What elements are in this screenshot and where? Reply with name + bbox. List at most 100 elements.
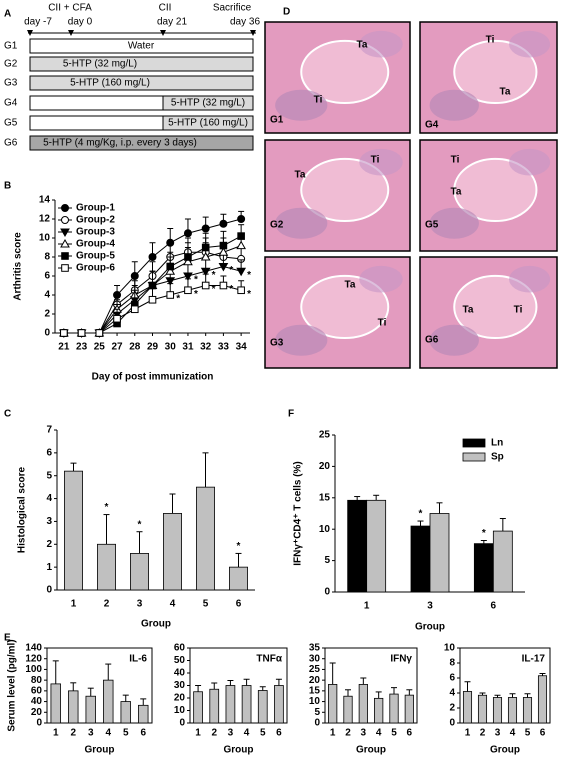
x-tick-label: 3 — [495, 728, 501, 739]
y-tick-label: 120 — [25, 653, 42, 664]
bar — [50, 683, 61, 724]
y-tick-label: 50 — [174, 655, 186, 666]
marker — [60, 238, 70, 248]
x-tick-label: 33 — [218, 342, 230, 353]
x-tick-label: 2 — [104, 599, 110, 610]
bar — [473, 543, 494, 593]
y-tick-label: 12 — [39, 214, 51, 225]
significance: * — [194, 275, 198, 286]
bar — [462, 691, 473, 724]
bar — [389, 693, 399, 724]
tissue — [359, 30, 403, 58]
y-tick-label: 10 — [39, 233, 51, 244]
tissue-label: Ta — [463, 305, 474, 316]
bar — [429, 513, 450, 593]
y-tick-label: 0 — [44, 328, 50, 339]
y-tick-label: 10 — [319, 524, 331, 535]
tissue-label: Ti — [371, 155, 380, 166]
y-tick-label: 4 — [44, 290, 50, 301]
y-tick-label: 15 — [309, 685, 321, 696]
x-axis-label: Group — [356, 745, 386, 756]
marker — [148, 295, 157, 304]
marker — [148, 281, 157, 290]
x-tick-label: 2 — [70, 728, 76, 739]
bar — [274, 685, 284, 724]
y-tick-label: 30 — [174, 680, 186, 691]
tissue — [359, 148, 403, 176]
x-tick-label: 1 — [195, 728, 201, 739]
bar — [343, 695, 353, 724]
x-tick-label: 6 — [236, 599, 242, 610]
bar — [477, 694, 488, 724]
x-tick-label: 1 — [53, 728, 59, 739]
marker — [237, 215, 246, 223]
x-tick-label: 4 — [170, 599, 176, 610]
y-tick-label: 3 — [46, 516, 52, 527]
x-axis-label: Group — [224, 745, 254, 756]
y-tick-label: 20 — [31, 707, 43, 718]
y-tick-label: 7 — [46, 425, 52, 436]
significance: * — [138, 519, 142, 530]
treatment-bar — [29, 135, 254, 151]
y-tick-label: 20 — [309, 675, 321, 686]
x-tick-label: 4 — [105, 728, 111, 739]
bar — [68, 690, 79, 724]
y-tick-label: 2 — [44, 309, 50, 320]
significance: * — [482, 528, 486, 539]
day-label: day 36 — [230, 17, 260, 28]
bar — [492, 530, 513, 593]
y-tick-label: 0 — [324, 587, 330, 598]
marker — [60, 329, 68, 337]
chart-title: IL-6 — [129, 654, 147, 665]
marker — [237, 286, 245, 295]
x-tick-label: 6 — [140, 728, 146, 739]
plot-frame — [459, 647, 551, 724]
treatment-label: 5-HTP (160 mg/L) — [70, 78, 150, 89]
bar — [374, 697, 384, 724]
bar — [103, 679, 114, 724]
x-tick-label: 25 — [94, 342, 106, 353]
legend-label: Group-5 — [76, 251, 115, 262]
legend-swatch — [462, 452, 486, 462]
treatment-bar — [162, 95, 254, 111]
tissue — [300, 39, 390, 105]
x-axis-label: Group — [415, 622, 445, 633]
x-tick-label: 3 — [427, 601, 433, 612]
x-tick-label: 29 — [147, 342, 159, 353]
y-tick-label: 25 — [309, 664, 321, 675]
marker — [219, 219, 228, 228]
day-label: day -7 — [24, 17, 52, 28]
x-tick-label: 2 — [211, 728, 217, 739]
marker — [183, 229, 192, 238]
marker — [200, 251, 211, 261]
marker — [201, 243, 210, 252]
panel-label: F — [288, 409, 294, 420]
image-group-label: G5 — [425, 220, 439, 231]
legend-label: Group-6 — [76, 263, 115, 274]
significance: * — [229, 284, 233, 295]
tissue — [359, 265, 403, 293]
x-tick-label: 5 — [391, 728, 397, 739]
bar — [328, 684, 338, 724]
y-tick-label: 2 — [449, 703, 455, 714]
y-tick-label: 0 — [449, 718, 455, 729]
marker — [218, 263, 229, 272]
group-label: G3 — [4, 78, 18, 89]
x-tick-label: 5 — [525, 728, 531, 739]
marker — [165, 266, 176, 275]
y-tick-label: 20 — [319, 461, 331, 472]
tissue-label: Ti — [314, 95, 323, 106]
treatment-bar — [29, 56, 254, 72]
day-label: day 21 — [157, 17, 187, 28]
timeline-arrow — [27, 30, 33, 36]
y-tick-label: 8 — [44, 252, 50, 263]
tissue-label: Ti — [514, 305, 523, 316]
x-tick-label: 2 — [345, 728, 351, 739]
marker — [61, 264, 69, 272]
bar — [85, 695, 96, 724]
y-tick-label: 6 — [44, 271, 50, 282]
x-tick-label: 1 — [465, 728, 471, 739]
panel-label: A — [4, 9, 11, 20]
x-tick-label: 2 — [480, 728, 486, 739]
y-tick-label: 80 — [31, 675, 43, 686]
